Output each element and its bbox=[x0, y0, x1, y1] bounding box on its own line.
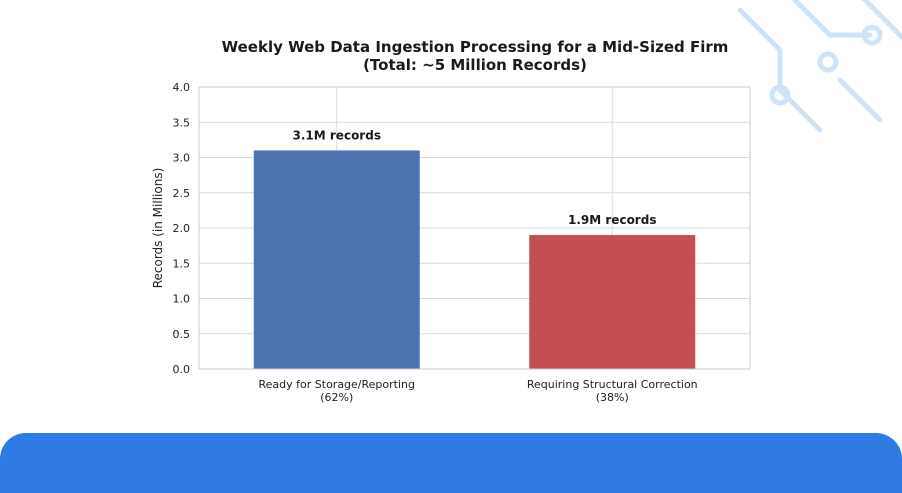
y-tick-label: 3.5 bbox=[173, 116, 191, 129]
circuit-trace bbox=[837, 77, 883, 123]
y-tick-label: 1.0 bbox=[173, 293, 191, 306]
circuit-trace bbox=[861, 0, 902, 40]
y-tick-label: 0.5 bbox=[173, 328, 191, 341]
y-tick-label: 4.0 bbox=[173, 81, 191, 94]
plot-frame bbox=[198, 86, 751, 370]
y-tick-label: 3.0 bbox=[173, 152, 191, 165]
circuit-node bbox=[817, 51, 839, 73]
chart-title-line2: (Total: ~5 Million Records) bbox=[363, 56, 587, 74]
bar bbox=[529, 235, 696, 369]
x-category-percent: (62%) bbox=[320, 391, 353, 404]
bar-data-label: 1.9M records bbox=[568, 213, 656, 227]
y-tick-label: 0.0 bbox=[173, 363, 191, 376]
y-axis-label: Records (in Millions) bbox=[151, 168, 165, 289]
circuit-pattern-icon bbox=[737, 0, 902, 133]
circuit-node bbox=[861, 24, 883, 46]
bar-data-label: 3.1M records bbox=[293, 128, 381, 142]
x-category-label: Ready for Storage/Reporting bbox=[259, 378, 416, 391]
y-tick-label: 1.5 bbox=[173, 257, 191, 270]
circuit-trace bbox=[791, 0, 873, 38]
circuit-node bbox=[769, 84, 791, 106]
y-tick-label: 2.5 bbox=[173, 187, 191, 200]
circuit-trace bbox=[737, 7, 823, 133]
x-category-label: Requiring Structural Correction bbox=[527, 378, 698, 391]
x-category-percent: (38%) bbox=[596, 391, 629, 404]
chart-title-line1: Weekly Web Data Ingestion Processing for… bbox=[222, 38, 729, 56]
bottom-banner bbox=[0, 433, 902, 493]
bar bbox=[253, 150, 420, 369]
y-tick-label: 2.0 bbox=[173, 222, 191, 235]
bar-chart: Weekly Web Data Ingestion Processing for… bbox=[151, 38, 751, 404]
